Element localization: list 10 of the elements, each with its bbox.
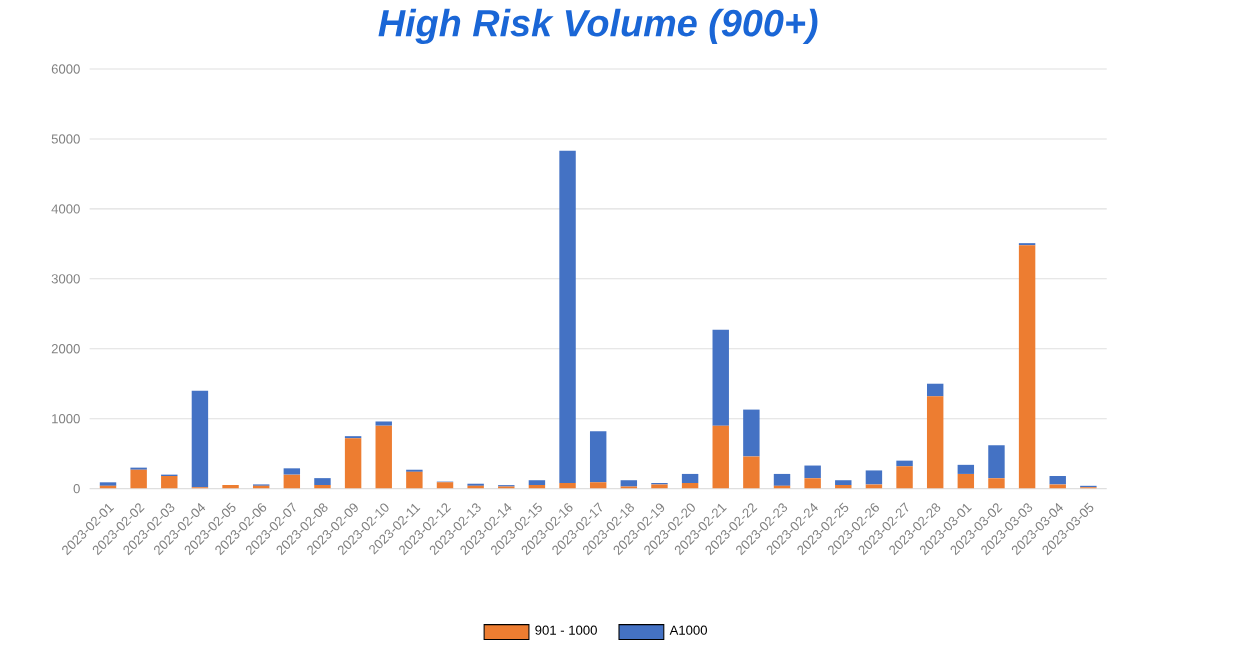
y-tick-label: 4000 bbox=[51, 204, 80, 214]
chart-title: High Risk Volume (900+) bbox=[378, 8, 818, 45]
legend-label: 901 - 1000 bbox=[535, 625, 597, 635]
y-tick-label: 5000 bbox=[51, 134, 80, 144]
y-tick-label: 1000 bbox=[52, 414, 80, 424]
y-tick-label: 6000 bbox=[51, 64, 80, 74]
y-tick-label: 2000 bbox=[51, 344, 80, 354]
legend-label: A1000 bbox=[669, 625, 708, 635]
y-tick-label: 3000 bbox=[51, 274, 80, 284]
y-tick-label: 0 bbox=[73, 484, 80, 494]
